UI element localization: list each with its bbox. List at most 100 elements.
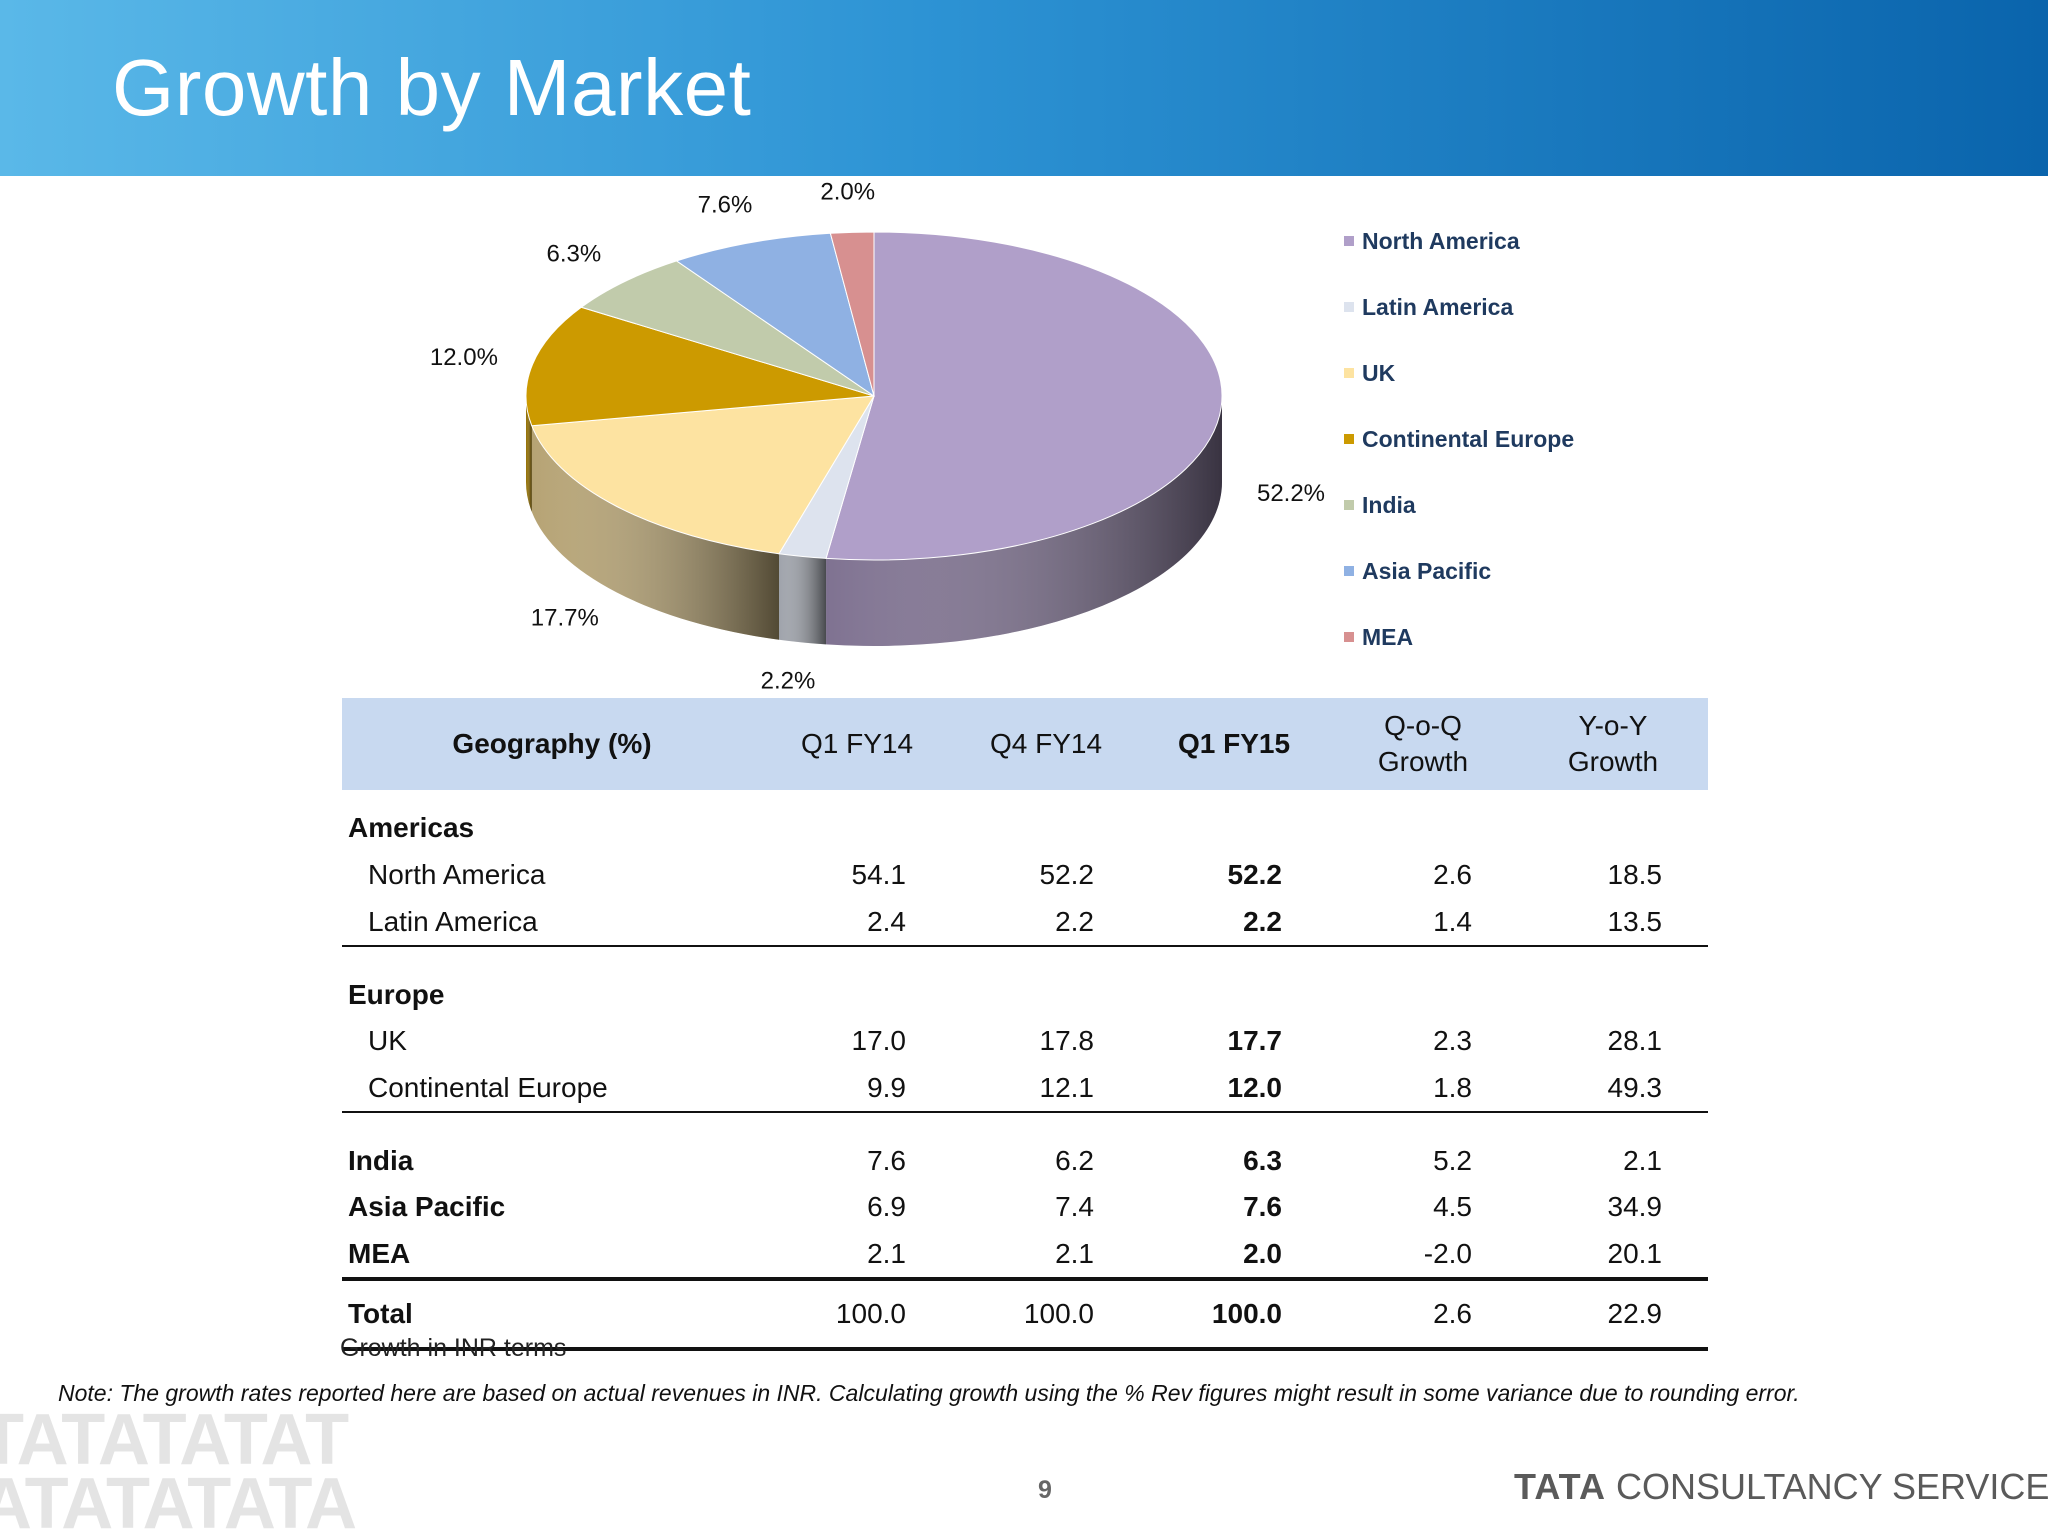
pie-slice-mea	[829, 231, 875, 397]
table-row: North America 54.1 52.2 52.2 2.6 18.5	[342, 851, 1708, 898]
cell-q4fy14: 7.4	[1055, 1190, 1094, 1222]
legend-swatch	[1344, 499, 1354, 510]
header-q1fy15: Q1 FY15	[1140, 698, 1328, 790]
cell-q1fy15: 2.2	[1140, 898, 1328, 947]
cell-qoq: 2.3	[1433, 1024, 1472, 1056]
legend-item-uk: UK	[1344, 360, 1395, 390]
cell-q1fy14: 17.0	[851, 1024, 907, 1056]
cell-q1fy14: 54.1	[851, 858, 907, 890]
pie-label-india: 6.3%	[546, 241, 601, 268]
cell-q1fy15: 12.0	[1140, 1064, 1328, 1113]
pie-tops	[525, 231, 1223, 561]
pie-labels: 52.2% 2.2% 17.7% 12.0% 6.3% 7.6% 2.0%	[430, 178, 1325, 694]
brand-tata: TATA	[1514, 1466, 1606, 1507]
legend-swatch	[1344, 433, 1354, 444]
pie-slice-north-america	[825, 231, 1223, 561]
group-label: Americas	[348, 811, 475, 843]
cell-q1fy15: 6.3	[1243, 1145, 1282, 1176]
cell-yoy: 18.5	[1607, 858, 1663, 890]
group-label: Europe	[348, 979, 445, 1010]
header-yoy-line2: Growth	[1567, 746, 1659, 777]
table-caption: Growth in INR terms	[340, 1334, 567, 1362]
cell-q1fy15: 52.2	[1227, 858, 1283, 890]
pie-side-shade-uk	[531, 425, 780, 640]
cell-q4fy14: 17.8	[1039, 1024, 1095, 1056]
brand-logo: TATA CONSULTANCY SERVICES	[1514, 1466, 2048, 1508]
cell-yoy: 2.1	[1623, 1145, 1662, 1176]
row-name: Latin America	[342, 898, 762, 947]
cell-q1fy15: 2.0	[1140, 1230, 1328, 1281]
brand-name: CONSULTANCY SERVICES	[1615, 1466, 2048, 1507]
row-name: Asia Pacific	[348, 1190, 506, 1222]
pie-sides	[526, 396, 1222, 646]
group-row-europe: Europe	[342, 946, 1708, 1017]
pie-side-shade-latin-america	[779, 553, 827, 645]
legend-label: Latin America	[1362, 294, 1514, 320]
pie-slice-uk	[531, 395, 875, 555]
cell-q1fy14: 100.0	[762, 1279, 952, 1351]
pie-side-shade-north-america	[826, 396, 1222, 646]
pie-label-north-america: 52.2%	[1257, 480, 1325, 507]
cell-yoy: 34.9	[1607, 1190, 1663, 1222]
cell-qoq: 2.6	[1328, 1279, 1518, 1351]
header-qoq-line1: Q-o-Q	[1384, 710, 1462, 741]
group-row-americas: Americas	[342, 804, 1708, 851]
cell-qoq: 2.6	[1433, 858, 1472, 890]
cell-q1fy14: 9.9	[762, 1064, 952, 1113]
legend-swatch	[1344, 631, 1354, 642]
pie-label-continental-europe: 12.0%	[430, 344, 498, 371]
page-number: 9	[1038, 1476, 1052, 1504]
pie-side-shade-continental-europe	[526, 396, 532, 512]
pie-slice-continental-europe	[525, 306, 875, 427]
legend-label: North America	[1362, 228, 1520, 254]
table-header-row: Geography (%) Q1 FY14 Q4 FY14 Q1 FY15 Q-…	[342, 698, 1708, 790]
legend-item-latin-america: Latin America	[1344, 294, 1513, 324]
row-name: UK	[368, 1024, 407, 1056]
page-title: Growth by Market	[112, 43, 752, 132]
legend-item-mea: MEA	[1344, 624, 1413, 654]
row-name: Continental Europe	[342, 1064, 762, 1113]
watermark-line: ATATATATA	[0, 1464, 357, 1536]
cell-qoq: 4.5	[1433, 1190, 1472, 1222]
cell-q1fy14: 2.4	[762, 898, 952, 947]
cell-yoy: 49.3	[1518, 1064, 1708, 1113]
header-banner: Growth by Market	[0, 0, 2048, 176]
header-geography: Geography (%)	[342, 698, 762, 790]
cell-q4fy14: 52.2	[1039, 858, 1095, 890]
legend-item-asia-pacific: Asia Pacific	[1344, 558, 1491, 588]
table-row: Asia Pacific 6.9 7.4 7.6 4.5 34.9	[342, 1183, 1708, 1230]
row-name: India	[348, 1145, 414, 1176]
header-q1fy14: Q1 FY14	[762, 698, 952, 790]
pie-slice-india	[580, 260, 875, 397]
geography-table: Geography (%) Q1 FY14 Q4 FY14 Q1 FY15 Q-…	[342, 698, 1708, 1351]
header-yoy-line1: Y-o-Y	[1578, 710, 1648, 741]
cell-q1fy15: 7.6	[1243, 1190, 1282, 1222]
table-row: Continental Europe 9.9 12.1 12.0 1.8 49.…	[342, 1064, 1708, 1113]
legend-swatch	[1344, 565, 1354, 576]
pie-label-mea: 2.0%	[820, 178, 875, 205]
header-yoy: Y-o-Y Growth	[1518, 698, 1708, 790]
table-row-total: Total 100.0 100.0 100.0 2.6 22.9	[342, 1279, 1708, 1351]
table-row: India 7.6 6.2 6.3 5.2 2.1	[342, 1112, 1708, 1183]
pie-label-uk: 17.7%	[531, 604, 599, 631]
legend-label: Asia Pacific	[1362, 558, 1492, 584]
legend-label: MEA	[1362, 624, 1414, 650]
cell-q4fy14: 12.1	[952, 1064, 1140, 1113]
header-q4fy14: Q4 FY14	[952, 698, 1140, 790]
table-row: UK 17.0 17.8 17.7 2.3 28.1	[342, 1017, 1708, 1064]
header-qoq: Q-o-Q Growth	[1328, 698, 1518, 790]
legend-swatch	[1344, 367, 1354, 378]
watermark-line: TATATATAT	[0, 1408, 349, 1480]
row-name: MEA	[342, 1230, 762, 1281]
cell-q1fy14: 7.6	[867, 1145, 906, 1176]
cell-qoq: -2.0	[1328, 1230, 1518, 1281]
cell-q1fy14: 2.1	[762, 1230, 952, 1281]
cell-q4fy14: 2.1	[952, 1230, 1140, 1281]
legend-item-north-america: North America	[1344, 228, 1520, 258]
legend-label: Continental Europe	[1362, 426, 1575, 452]
header-qoq-line2: Growth	[1377, 746, 1469, 777]
table-row: MEA 2.1 2.1 2.0 -2.0 20.1	[342, 1230, 1708, 1281]
pie-slice-asia-pacific	[675, 232, 875, 398]
footnote: Note: The growth rates reported here are…	[58, 1380, 1800, 1406]
table-row: Latin America 2.4 2.2 2.2 1.4 13.5	[342, 898, 1708, 947]
